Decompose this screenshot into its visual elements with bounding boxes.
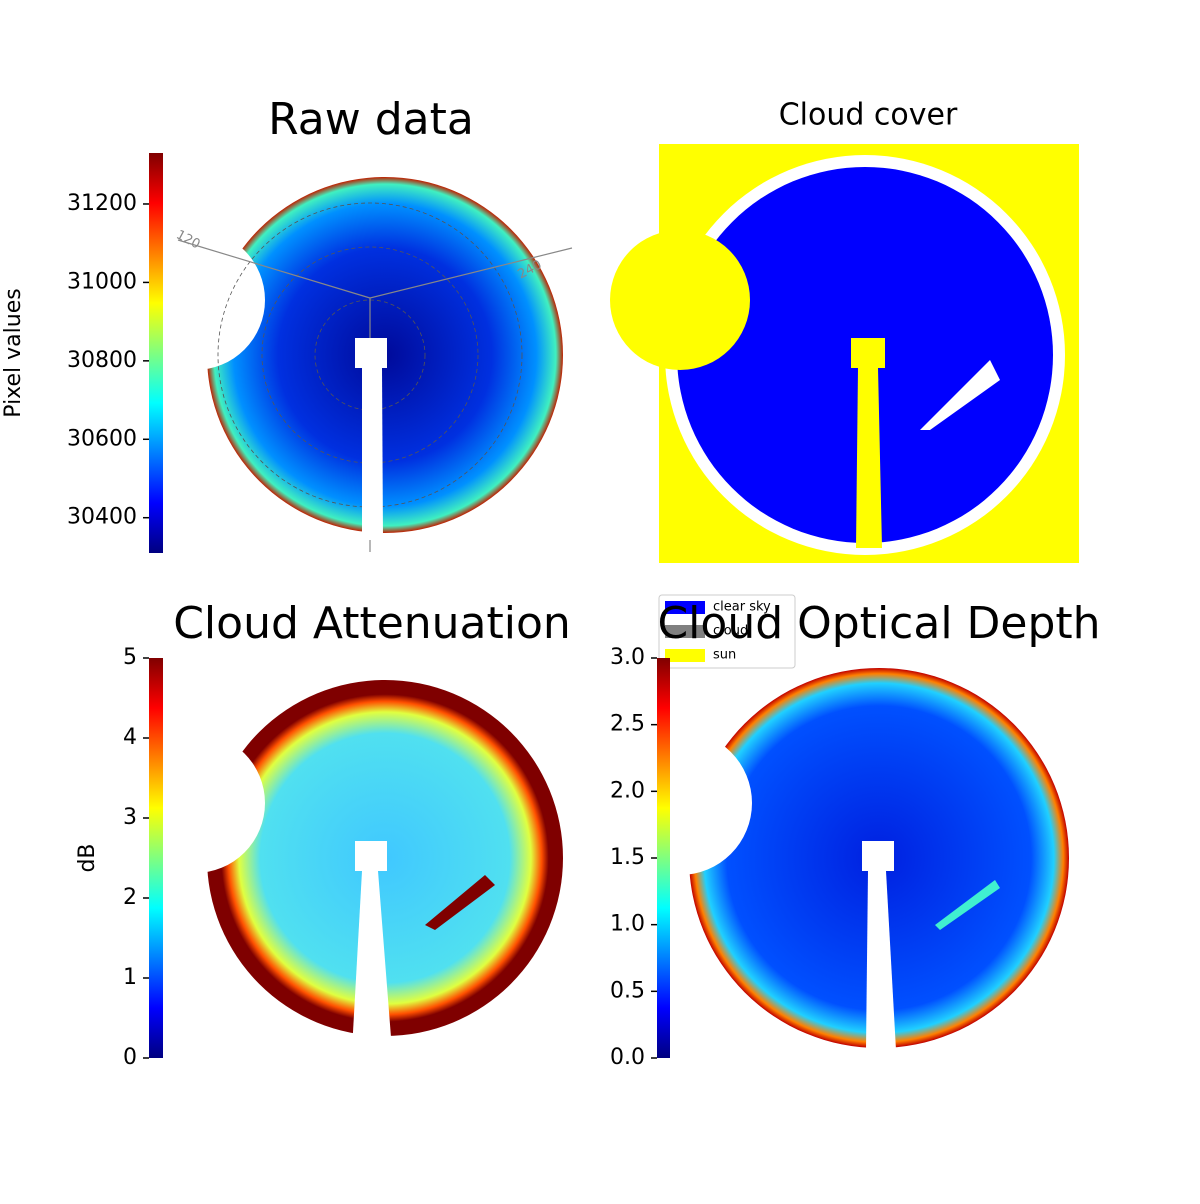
legend-swatch	[665, 625, 705, 638]
colorbar-tick-label: 5	[123, 645, 137, 670]
colorbar-tick-label: 3	[123, 805, 137, 830]
colorbar-tick-label: 0	[123, 1045, 137, 1070]
colorbar-tick-label: 2.0	[610, 778, 645, 803]
colorbar-tick-label: 31200	[67, 191, 137, 216]
colorbar-tick-label: 0.5	[610, 978, 645, 1003]
colorbar	[149, 153, 163, 553]
panel-title: Cloud Optical Depth	[657, 598, 1100, 649]
legend-label: cloud	[713, 624, 748, 639]
colorbar-tick-label: 1.5	[610, 845, 645, 870]
legend-swatch	[665, 601, 705, 614]
colorbar-tick-label: 30400	[67, 505, 137, 530]
colorbar-label: Pixel values	[1, 288, 26, 417]
colorbar-tick-label: 3.0	[610, 645, 645, 670]
legend-swatch	[665, 649, 705, 662]
colorbar-tick-label: 30600	[67, 426, 137, 451]
panel-title: Cloud Attenuation	[173, 598, 571, 649]
legend-label: clear sky	[713, 600, 771, 615]
colorbar-tick-label: 1.0	[610, 912, 645, 937]
colorbar-tick-label: 0.0	[610, 1045, 645, 1070]
colorbar-tick-label: 30800	[67, 348, 137, 373]
colorbar-tick-label: 4	[123, 725, 137, 750]
colorbar-tick-label: 1	[123, 965, 137, 990]
panel-title: Raw data	[268, 94, 474, 145]
colorbar-tick-label: 31000	[67, 269, 137, 294]
optical-depth-image	[608, 668, 1069, 1050]
colorbar	[657, 658, 670, 1058]
attenuation-image	[125, 680, 563, 1050]
colorbar-tick-label: 2	[123, 885, 137, 910]
legend-label: sun	[713, 648, 736, 663]
colorbar-label: dB	[75, 843, 100, 872]
raw-image: 120 240	[125, 177, 573, 552]
cloud-cover-image	[610, 144, 1079, 563]
colorbar-tick-label: 2.5	[610, 712, 645, 737]
colorbar	[149, 658, 163, 1058]
panel-title: Cloud cover	[779, 98, 958, 133]
